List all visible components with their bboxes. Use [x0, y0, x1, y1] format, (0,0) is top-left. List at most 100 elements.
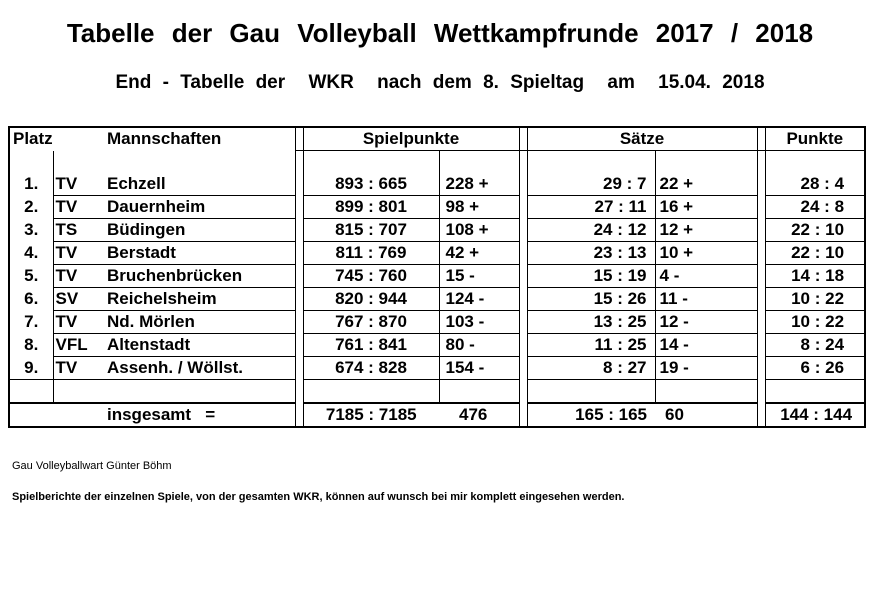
subtitle-part2: WKR [308, 72, 354, 93]
table-row: 7. TV Nd. Mörlen 767 : 870 103 - 13 : 25 12 - 1… [9, 310, 866, 334]
row-art: VFL [52, 333, 105, 357]
row-spielpunkte-diff: 154 - [438, 356, 520, 380]
row-punkte: 24 : 8 [765, 195, 866, 219]
row-saetze-diff: 22 + [654, 173, 758, 196]
footer-author: Gau Volleyballwart Günter Böhm [12, 460, 172, 472]
total-saetze-diff: 60 [655, 402, 758, 427]
page-subtitle: End - Tabelle der WKR nach dem 8. Spielt… [0, 72, 880, 94]
row-art: TV [52, 195, 105, 219]
row-punkte: 10 : 22 [765, 287, 866, 311]
table-row: 3. TS Büdingen 815 : 707 108 + 24 : 12 12 + 22 … [9, 218, 866, 242]
row-saetze-diff: 11 - [654, 287, 758, 311]
row-name: Echzell [107, 174, 166, 193]
total-spielpunkte: 7185 : 7185 [303, 402, 439, 427]
row-saetze-diff: 14 - [654, 333, 758, 357]
row-punkte: 10 : 22 [765, 310, 866, 334]
row-saetze-diff: 10 + [654, 241, 758, 265]
table-row: 6. SV Reichelsheim 820 : 944 124 - 15 : 26 11 … [9, 287, 866, 311]
subtitle-part5: 15.04. 2018 [658, 72, 765, 93]
row-platz: 8. [24, 335, 39, 354]
total-label: insgesamt = [105, 402, 295, 427]
row-saetze: 15 : 26 [527, 287, 656, 311]
subtitle-part3: nach dem 8. Spieltag [377, 72, 585, 93]
row-name: Assenh. / Wöllst. [105, 356, 295, 380]
row-name: Büdingen [105, 218, 295, 242]
table-row: 4. TV Berstadt 811 : 769 42 + 23 : 13 10 + 22 :… [9, 241, 866, 265]
row-spielpunkte-diff: 15 - [438, 264, 520, 288]
total-spielpunkte-diff: 476 [439, 402, 520, 427]
row-art: TV [52, 173, 105, 196]
header-punkte: Punkte [765, 127, 866, 151]
row-spielpunkte-diff: 42 + [438, 241, 520, 265]
table-row: 8. VFL Altenstadt 761 : 841 80 - 11 : 25 14 - 8… [9, 333, 866, 357]
total-row: insgesamt = 7185 : 7185 476 165 : 165 60 144 … [9, 402, 866, 427]
row-spielpunkte: 674 : 828 [303, 356, 439, 380]
row-saetze-diff: 19 - [654, 356, 758, 380]
row-art: TV [52, 264, 105, 288]
row-name: Reichelsheim [105, 287, 295, 311]
header-spielpunkte: Spielpunkte [303, 127, 520, 151]
row-saetze: 27 : 11 [527, 195, 656, 219]
row-saetze: 24 : 12 [527, 218, 656, 242]
row-punkte: 22 : 10 [765, 241, 866, 265]
table-row: 2. TV Dauernheim 899 : 801 98 + 27 : 11 16 + 24… [9, 195, 866, 219]
row-platz: 4. [24, 243, 39, 262]
row-name: Nd. Mörlen [105, 310, 295, 334]
page-title: Tabelle der Gau Volleyball Wettkampfrund… [66, 18, 814, 48]
table-row: 9. TV Assenh. / Wöllst. 674 : 828 154 - 8 : 2… [9, 356, 866, 380]
subtitle-part4: am [607, 72, 635, 93]
row-spielpunkte-diff: 80 - [438, 333, 520, 357]
row-spielpunkte: 811 : 769 [303, 241, 439, 265]
row-art: TV [52, 310, 105, 334]
row-saetze: 13 : 25 [527, 310, 656, 334]
row-platz: 1. [24, 174, 39, 194]
row-platz: 2. [24, 197, 39, 216]
row-saetze: 8 : 27 [527, 356, 656, 380]
subtitle-part1: End - Tabelle der [115, 72, 286, 93]
row-saetze: 11 : 25 [527, 333, 656, 357]
total-punkte: 144 : 144 [765, 402, 866, 427]
table-row: 5. TV Bruchenbrücken 745 : 760 15 - 15 : 19 4 … [9, 264, 866, 288]
row-spielpunkte-diff: 103 - [438, 310, 520, 334]
row-punkte: 28 : 4 [800, 174, 845, 193]
row-platz: 9. [24, 357, 39, 377]
row-art: SV [52, 287, 105, 311]
row-punkte: 22 : 10 [765, 218, 866, 242]
row-spielpunkte-diff: 108 + [438, 218, 520, 242]
standings-table: Platz Mannschaften Spielpunkte Sätze Pun… [8, 126, 867, 428]
header-mannschaften: Mannschaften [107, 129, 222, 149]
row-name: Dauernheim [105, 195, 295, 219]
row-name: Bruchenbrücken [105, 264, 295, 288]
row-platz: 7. [24, 312, 39, 331]
row-punkte: 14 : 18 [765, 264, 866, 288]
header-row: Platz Mannschaften Spielpunkte Sätze Pun… [9, 127, 866, 151]
total-saetze: 165 : 165 [527, 402, 656, 427]
row-art: TV [52, 241, 105, 265]
row-spielpunkte: 899 : 801 [303, 195, 439, 219]
row-spielpunkte: 761 : 841 [303, 333, 439, 357]
row-spielpunkte: 745 : 760 [303, 264, 439, 288]
row-saetze-diff: 12 + [654, 218, 758, 242]
footer-note: Spielberichte der einzelnen Spiele, von … [12, 491, 625, 503]
header-saetze: Sätze [527, 127, 758, 151]
row-punkte: 8 : 24 [765, 333, 866, 357]
row-saetze: 29 : 7 [603, 174, 647, 193]
row-saetze: 23 : 13 [527, 241, 656, 265]
row-spielpunkte-diff: 98 + [438, 195, 520, 219]
row-spielpunkte-diff: 228 + [438, 173, 520, 196]
row-name: Altenstadt [105, 333, 295, 357]
row-saetze: 15 : 19 [527, 264, 656, 288]
header-platz: Platz [13, 129, 53, 149]
row-platz: 6. [24, 289, 39, 308]
row-platz: 3. [24, 220, 39, 239]
row-punkte: 6 : 26 [765, 356, 866, 380]
row-spielpunkte: 893 : 665 [335, 174, 407, 193]
row-spielpunkte: 820 : 944 [303, 287, 439, 311]
row-spielpunkte: 767 : 870 [303, 310, 439, 334]
row-saetze-diff: 12 - [654, 310, 758, 334]
row-platz: 5. [24, 266, 39, 285]
row-saetze-diff: 4 - [654, 264, 758, 288]
row-name: Berstadt [105, 241, 295, 265]
row-art: TV [52, 356, 105, 380]
row-art: TS [52, 218, 105, 242]
